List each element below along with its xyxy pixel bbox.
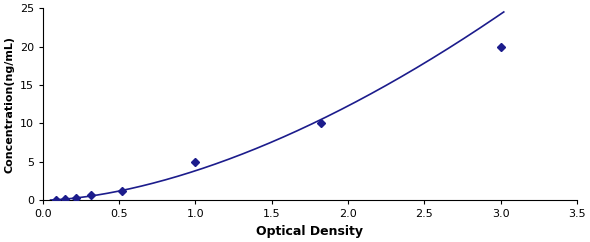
X-axis label: Optical Density: Optical Density xyxy=(257,225,363,238)
Y-axis label: Concentration(ng/mL): Concentration(ng/mL) xyxy=(4,36,14,173)
